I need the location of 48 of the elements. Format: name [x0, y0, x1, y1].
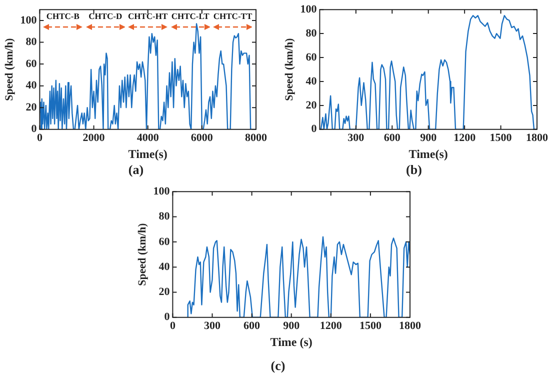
y-tick-label: 80 [306, 27, 318, 40]
y-tick-label: 20 [306, 99, 318, 112]
annotation: CHTC-TT [212, 10, 254, 21]
y-tick-label: 20 [26, 101, 38, 114]
y-tick-label: 40 [306, 75, 318, 88]
text: (b) [405, 162, 423, 178]
y-tick-label: 40 [26, 80, 38, 92]
x-tick-label: 4000 [136, 132, 160, 144]
y-tick-label: 100 [153, 185, 170, 198]
y-tick-label: 100 [20, 14, 38, 26]
x-tick-label: 1800 [399, 320, 422, 332]
x-tick-label: 2000 [82, 132, 106, 144]
x-tick-label: 600 [384, 132, 401, 144]
x-tick-label: 1500 [359, 320, 382, 332]
annotation: CHTC-LT [170, 10, 210, 21]
annotation: CHTC-B [45, 10, 80, 21]
y-tick-label: 0 [31, 123, 38, 136]
x-axis-title: Time (s) [270, 334, 312, 349]
x-tick-label: 900 [283, 320, 300, 332]
text: (c) [270, 358, 286, 374]
x-tick-label: 1200 [320, 320, 342, 332]
y-tick-label: 80 [158, 210, 170, 223]
y-tick-label: 20 [158, 286, 170, 298]
y-tick-label: 60 [158, 236, 170, 248]
y-tick-label: 0 [164, 311, 170, 324]
text: (a) [127, 162, 145, 178]
y-axis-title: Speed (km/h) [283, 38, 296, 101]
y-tick-label: 0 [311, 123, 318, 136]
y-tick-label: 80 [26, 36, 38, 48]
x-tick-label: 1500 [490, 132, 512, 144]
y-tick-label: 60 [306, 51, 318, 64]
x-tick-label: 1200 [454, 132, 476, 144]
y-tick-label: 40 [158, 260, 170, 273]
annotation: CHTC-D [88, 10, 124, 21]
y-axis-title: Speed (km/h) [3, 38, 16, 101]
y-tick-label: 60 [26, 58, 38, 70]
x-axis-title: Time(s) [128, 146, 168, 161]
y-tick-label: 100 [300, 3, 318, 16]
y-axis-title: Speed (km/h) [136, 222, 148, 286]
x-tick-label: 600 [244, 320, 261, 332]
x-tick-label: 900 [420, 132, 438, 144]
x-tick-label: 8000 [245, 132, 268, 144]
x-tick-label: 300 [204, 320, 221, 332]
annotation: CHTC-HT [127, 10, 169, 21]
x-axis-title: Time(s) [408, 146, 448, 161]
x-tick-label: 1800 [526, 132, 548, 144]
x-tick-label: 300 [348, 132, 365, 144]
x-tick-label: 6000 [190, 132, 214, 144]
